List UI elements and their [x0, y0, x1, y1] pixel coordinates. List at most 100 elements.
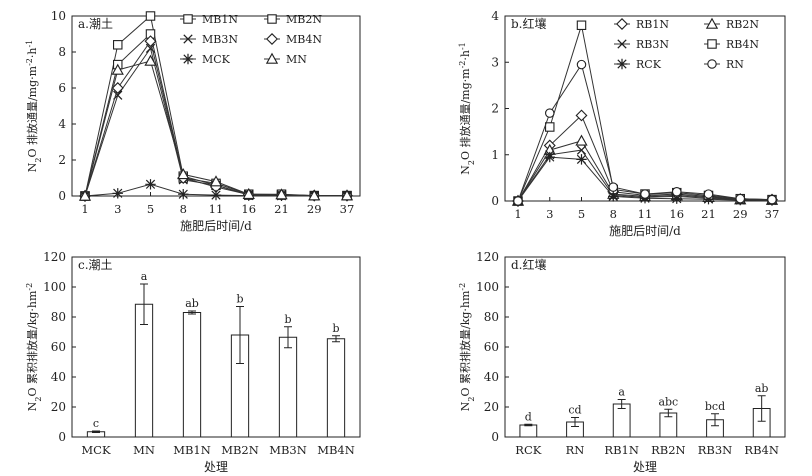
panel-title: a.潮土	[78, 16, 113, 31]
legend-label: MB1N	[202, 13, 238, 26]
y-tick-label: 60	[484, 340, 499, 354]
legend-marker	[182, 53, 194, 65]
legend-label: MB2N	[286, 13, 322, 26]
y-tick-label: 3	[491, 55, 499, 69]
x-tick-label: MB3N	[269, 443, 307, 457]
y-tick-label: 8	[58, 45, 66, 59]
legend-marker	[183, 34, 193, 44]
y-tick-label: 0	[58, 430, 66, 444]
y-tick-label: 40	[51, 370, 66, 384]
data-point	[544, 122, 555, 132]
x-tick-label: 5	[147, 202, 154, 216]
data-point	[640, 189, 650, 199]
series-RN	[513, 59, 777, 206]
data-point	[576, 20, 587, 30]
ylabel-part: 2	[467, 160, 476, 165]
x-tick-label: MN	[133, 443, 155, 457]
legend-label: MCK	[202, 53, 231, 66]
series-line	[84, 47, 348, 197]
data-point	[608, 191, 619, 202]
x-tick-label: RCK	[515, 443, 541, 457]
legend-marker	[266, 33, 278, 45]
significance-letter: a	[141, 270, 148, 283]
y-axis-label: N2O 排放通量/mg·m-2·h-1	[25, 40, 43, 173]
data-point	[144, 35, 157, 48]
significance-letter: b	[236, 293, 243, 306]
y-axis-label: N2O 排放通量/mg·m-2·h-1	[458, 42, 476, 175]
significance-letter: abc	[658, 395, 678, 408]
legend-label: RB4N	[726, 38, 759, 51]
x-tick-label: 3	[114, 202, 121, 216]
legend-marker	[616, 58, 628, 70]
error-bar	[284, 326, 292, 349]
ylabel-part: O 排放通量/mg·m	[25, 65, 39, 157]
error-bar	[332, 335, 340, 343]
plot-frame	[504, 256, 786, 438]
ylabel-part: -1	[458, 42, 467, 50]
x-tick-label: 11	[638, 207, 653, 221]
legend-marker	[183, 14, 193, 24]
y-tick-label: 20	[484, 400, 499, 414]
error-bar	[92, 430, 100, 433]
legend-label: MB3N	[202, 33, 238, 46]
data-point	[111, 63, 124, 75]
bar	[278, 336, 298, 438]
significance-letter: cd	[568, 404, 581, 417]
series-line	[517, 114, 773, 202]
ylabel-part: -2	[458, 283, 467, 291]
y-tick-label: 80	[51, 310, 66, 324]
error-bar	[571, 417, 579, 427]
x-tick-label: MB2N	[221, 443, 259, 457]
ylabel-part: O 累积排放量/kg·hm	[458, 290, 472, 397]
significance-letter: ab	[755, 382, 769, 395]
x-tick-label: MB4N	[317, 443, 355, 457]
legend-label: RCK	[636, 58, 662, 71]
data-point	[575, 109, 588, 122]
bar	[182, 312, 202, 438]
x-tick-label: 5	[578, 207, 585, 221]
error-bar	[524, 423, 533, 427]
legend-label: MB4N	[286, 33, 322, 46]
legend-marker	[705, 17, 719, 29]
data-point	[608, 182, 618, 192]
data-point	[275, 188, 288, 200]
ylabel-part: -1	[25, 40, 34, 48]
plot-frame	[71, 256, 361, 438]
x-tick-label: 11	[209, 202, 224, 216]
x-tick-label: RB2N	[651, 443, 686, 457]
ylabel-part: -2	[458, 61, 467, 69]
data-point	[340, 189, 354, 201]
legend-label: MN	[286, 53, 307, 66]
ylabel-part: N	[26, 401, 39, 411]
ylabel-part: O 累积排放量/kg·hm	[25, 290, 39, 397]
data-point	[513, 196, 523, 206]
error-bar	[617, 399, 626, 409]
data-point	[544, 108, 555, 118]
error-bar	[711, 413, 719, 427]
data-point	[144, 54, 157, 66]
data-point	[544, 151, 555, 163]
data-point	[308, 189, 321, 201]
y-axis-label: N2O 累积排放量/kg·hm-2	[25, 283, 43, 411]
x-tick-label: RB3N	[698, 443, 733, 457]
y-tick-label: 0	[491, 430, 499, 444]
y-tick-label: 4	[58, 117, 66, 131]
y-tick-label: 80	[484, 310, 499, 324]
data-point	[576, 59, 587, 70]
x-tick-label: RB1N	[604, 443, 639, 457]
data-point	[145, 179, 156, 190]
ylabel-part: -2	[25, 283, 34, 291]
x-tick-label: 21	[701, 207, 716, 221]
y-tick-label: 10	[51, 9, 66, 23]
x-tick-label: RB4N	[744, 443, 779, 457]
data-point	[112, 188, 123, 199]
panel-title: c.潮土	[78, 257, 113, 272]
x-tick-label: 8	[610, 207, 617, 221]
panel-title: b.红壤	[511, 16, 547, 31]
x-tick-label: 21	[274, 202, 289, 216]
significance-letter: b	[332, 322, 339, 335]
error-bar	[140, 283, 148, 325]
x-tick-label: MB1N	[173, 443, 211, 457]
y-tick-label: 120	[476, 250, 499, 264]
